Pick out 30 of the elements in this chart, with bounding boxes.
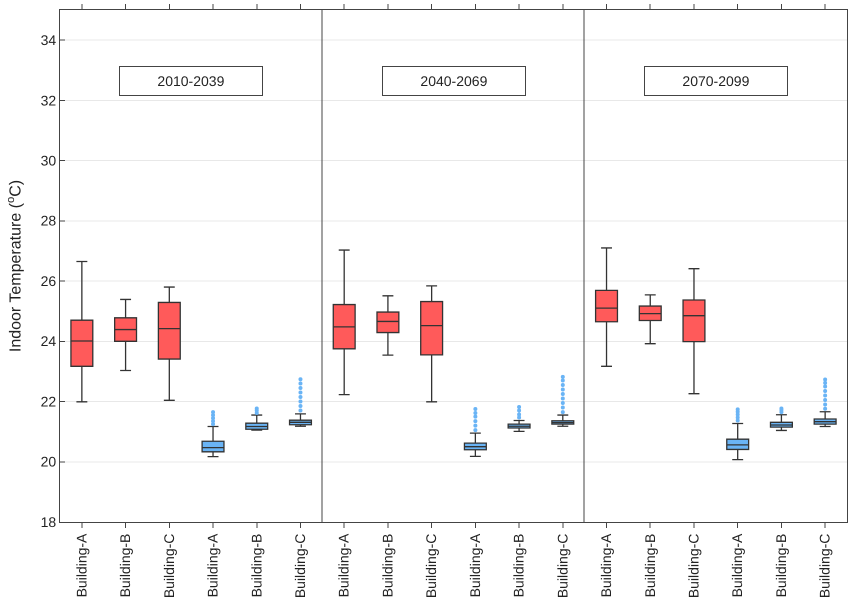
x-tick-label: Building-C <box>423 534 440 598</box>
x-tick-label: Building-B <box>379 534 396 598</box>
x-tick-label: Building-C <box>686 534 702 598</box>
y-tick-label: 22 <box>40 393 56 410</box>
y-tick-label: 32 <box>40 92 56 108</box>
x-tick-label: Building-C <box>160 534 177 598</box>
x-tick-label: Building-B <box>117 534 134 598</box>
x-tick-label: Building-C <box>292 534 308 598</box>
x-tick-label: Building-A <box>73 532 90 598</box>
y-tick-label: 20 <box>40 454 56 470</box>
x-tick-label: Building-B <box>248 534 264 598</box>
x-tick-label: Building-C <box>554 534 570 598</box>
x-tick-label: Building-A <box>729 532 746 598</box>
y-tick-label: 28 <box>40 212 56 229</box>
x-tick-label: Building-C <box>816 534 833 598</box>
x-tick-label: Building-B <box>510 534 527 598</box>
x-tick-label: Building-B <box>642 534 658 598</box>
y-tick-label: 26 <box>40 272 56 289</box>
x-tick-label: Building-B <box>772 534 789 598</box>
y-tick-label: 30 <box>40 152 56 168</box>
x-tick-label: Building-A <box>204 532 221 598</box>
y-tick-label: 34 <box>40 32 56 48</box>
y-tick-label: 18 <box>40 514 56 530</box>
text: 2040-2069 <box>420 73 488 89</box>
y-tick-label: 24 <box>40 333 56 350</box>
x-tick-label: Building-A <box>598 532 614 598</box>
text: 2010-2039 <box>157 73 225 89</box>
text: 2070-2099 <box>682 73 750 89</box>
x-tick-label: Building-A <box>466 532 483 598</box>
x-tick-label: Building-A <box>336 532 352 598</box>
